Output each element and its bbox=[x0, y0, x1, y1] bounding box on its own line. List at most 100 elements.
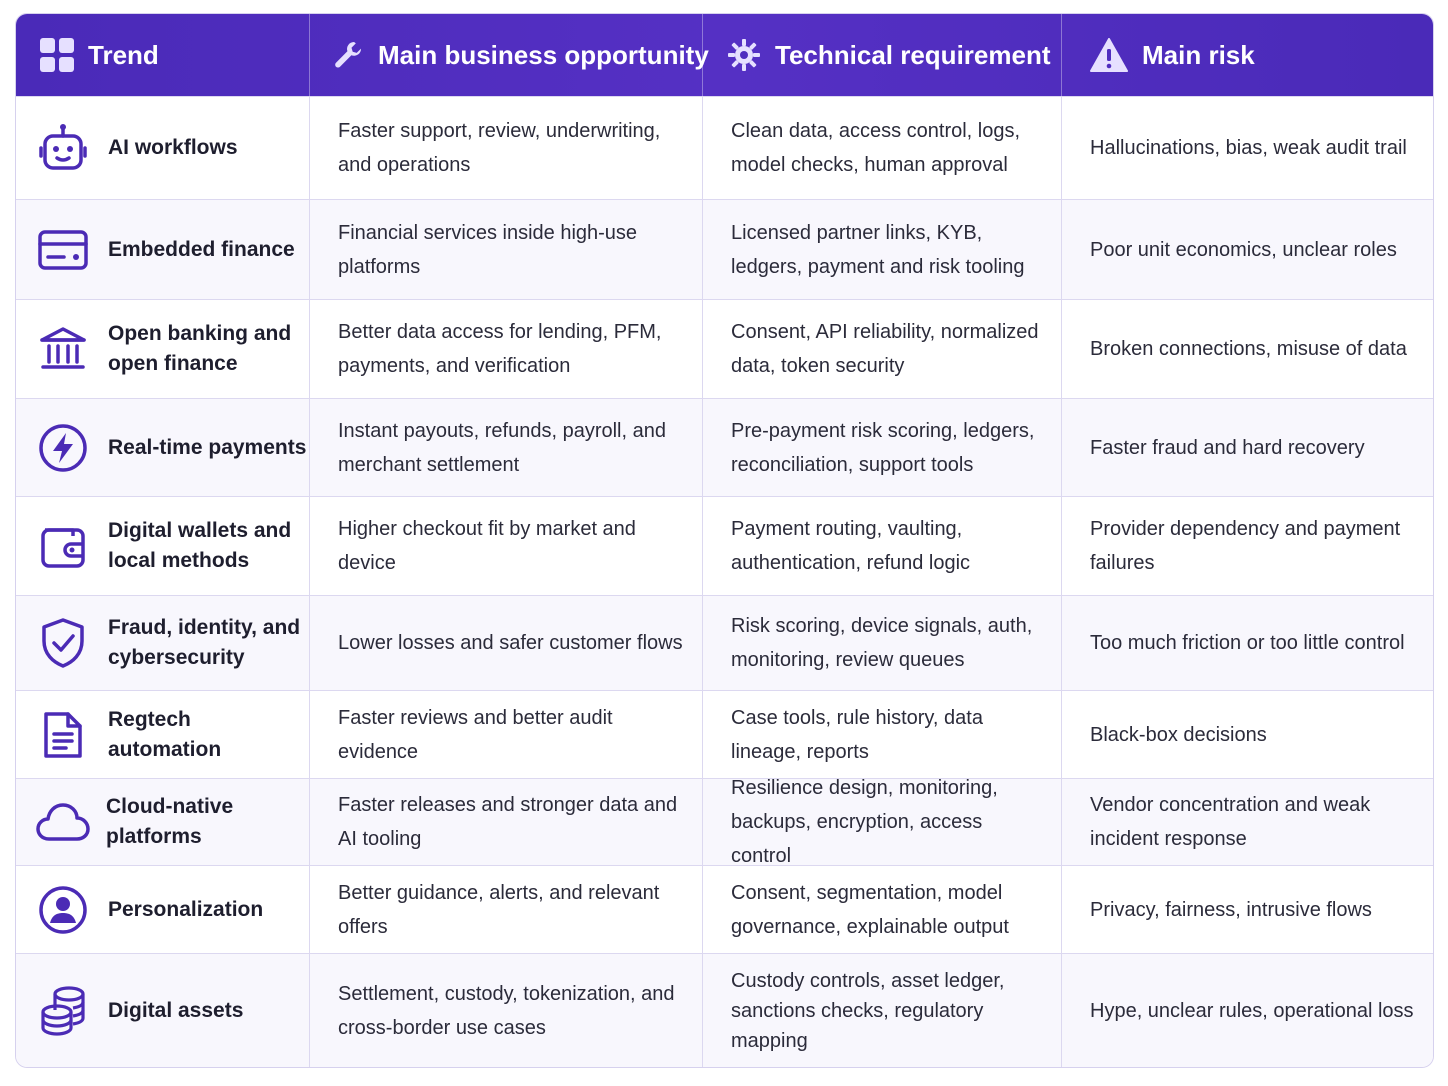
requirement-cell: Risk scoring, device signals, auth, moni… bbox=[702, 596, 1061, 690]
trend-cell: Regtech automation bbox=[16, 691, 309, 778]
opportunity-text: Faster releases and stronger data and AI… bbox=[338, 794, 678, 850]
requirement-text: Consent, API reliability, normalized dat… bbox=[731, 321, 1039, 377]
risk-text: Provider dependency and payment failures bbox=[1090, 518, 1401, 574]
requirement-cell: Consent, API reliability, normalized dat… bbox=[702, 300, 1061, 398]
trend-name: Fraud, identity, and cybersecurity bbox=[108, 616, 301, 669]
opportunity-cell: Better data access for lending, PFM, pay… bbox=[309, 300, 702, 398]
requirement-text: Pre-payment risk scoring, ledgers, recon… bbox=[731, 419, 1035, 476]
table-row: Digital wallets and local methods Higher… bbox=[16, 496, 1433, 595]
trend-name: Personalization bbox=[108, 897, 264, 921]
opportunity-text: Faster support, review, underwriting, an… bbox=[338, 120, 661, 176]
table-row: AI workflows Faster support, review, und… bbox=[16, 96, 1433, 199]
opportunity-text: Settlement, custody, tokenization, and c… bbox=[338, 982, 675, 1039]
coins-icon bbox=[41, 985, 85, 1036]
header-label: Main business opportunity bbox=[378, 39, 709, 70]
opportunity-text: Financial services inside high-use platf… bbox=[338, 221, 638, 278]
opportunity-cell: Higher checkout fit by market and device bbox=[309, 497, 702, 595]
table-row: Personalization Better guidance, alerts,… bbox=[16, 865, 1433, 953]
opportunity-text: Faster reviews and better audit evidence bbox=[338, 706, 613, 763]
risk-text: Privacy, fairness, intrusive flows bbox=[1090, 898, 1372, 921]
requirement-cell: Payment routing, vaulting, authenticatio… bbox=[702, 497, 1061, 595]
risk-text: Broken connections, misuse of data bbox=[1090, 338, 1407, 360]
opportunity-text: Instant payouts, refunds, payroll, and m… bbox=[338, 419, 666, 476]
cloud-icon bbox=[36, 803, 90, 841]
header-trend: Trend bbox=[16, 14, 309, 96]
trend-name: Digital assets bbox=[108, 998, 244, 1022]
opportunity-text: Higher checkout fit by market and device bbox=[338, 518, 636, 574]
opportunity-cell: Faster reviews and better audit evidence bbox=[309, 691, 702, 778]
risk-cell: Broken connections, misuse of data bbox=[1061, 300, 1433, 398]
trend-cell: Digital wallets and local methods bbox=[16, 497, 309, 595]
table-row: Real-time payments Instant payouts, refu… bbox=[16, 398, 1433, 496]
grid-icon bbox=[40, 38, 74, 72]
requirement-text: Clean data, access control, logs, model … bbox=[731, 120, 1021, 176]
wallet-icon bbox=[41, 528, 85, 568]
table-header: Trend Main business opportunity bbox=[16, 14, 1433, 96]
requirement-cell: Custody controls, asset ledger, sanction… bbox=[702, 954, 1061, 1067]
card-icon bbox=[38, 229, 88, 270]
table-row: Regtech automation Faster reviews and be… bbox=[16, 690, 1433, 778]
requirement-text: Licensed partner links, KYB, ledgers, pa… bbox=[731, 221, 1025, 278]
robot-icon bbox=[39, 124, 87, 170]
trend-cell: Fraud, identity, and cybersecurity bbox=[16, 596, 309, 690]
requirement-cell: Pre-payment risk scoring, ledgers, recon… bbox=[702, 399, 1061, 496]
opportunity-cell: Settlement, custody, tokenization, and c… bbox=[309, 954, 702, 1067]
opportunity-cell: Lower losses and safer customer flows bbox=[309, 596, 702, 690]
bank-icon bbox=[40, 327, 86, 369]
trend-cell: AI workflows bbox=[16, 97, 309, 199]
user-circle-icon bbox=[39, 885, 87, 934]
opportunity-text: Better guidance, alerts, and relevant of… bbox=[338, 881, 660, 938]
risk-cell: Privacy, fairness, intrusive flows bbox=[1061, 866, 1433, 953]
trend-name: Real-time payments bbox=[108, 435, 307, 459]
document-icon bbox=[44, 711, 82, 758]
trend-cell: Cloud-native platforms bbox=[16, 779, 309, 865]
requirement-text: Custody controls, asset ledger, sanction… bbox=[731, 969, 1005, 1052]
trend-cell: Digital assets bbox=[16, 954, 309, 1067]
trend-cell: Open banking and open finance bbox=[16, 300, 309, 398]
risk-text: Poor unit economics, unclear roles bbox=[1090, 238, 1397, 261]
requirement-cell: Licensed partner links, KYB, ledgers, pa… bbox=[702, 200, 1061, 299]
warning-icon bbox=[1090, 38, 1128, 72]
risk-text: Vendor concentration and weak incident r… bbox=[1090, 794, 1371, 850]
opportunity-cell: Faster support, review, underwriting, an… bbox=[309, 97, 702, 199]
trend-cell: Personalization bbox=[16, 866, 309, 953]
header-opportunity: Main business opportunity bbox=[309, 14, 709, 96]
header-requirement: Technical requirement bbox=[702, 14, 1061, 96]
trend-cell: Real-time payments bbox=[16, 399, 309, 496]
risk-cell: Too much friction or too little control bbox=[1061, 596, 1433, 690]
header-label: Trend bbox=[88, 39, 159, 70]
opportunity-cell: Instant payouts, refunds, payroll, and m… bbox=[309, 399, 702, 496]
trend-name: Cloud-native platforms bbox=[106, 795, 234, 848]
risk-cell: Faster fraud and hard recovery bbox=[1061, 399, 1433, 496]
requirement-text: Case tools, rule history, data lineage, … bbox=[731, 706, 983, 763]
opportunity-cell: Faster releases and stronger data and AI… bbox=[309, 779, 702, 865]
trend-name: Digital wallets and local methods bbox=[108, 519, 292, 572]
risk-text: Hype, unclear rules, operational loss bbox=[1090, 999, 1414, 1022]
trends-table: Trend Main business opportunity bbox=[15, 13, 1434, 1068]
risk-text: Faster fraud and hard recovery bbox=[1090, 436, 1365, 459]
lightning-icon bbox=[39, 423, 87, 472]
requirement-cell: Resilience design, monitoring, backups, … bbox=[702, 777, 1061, 867]
opportunity-cell: Financial services inside high-use platf… bbox=[309, 200, 702, 299]
requirement-text: Risk scoring, device signals, auth, moni… bbox=[731, 615, 1033, 671]
trend-name: Open banking and open finance bbox=[108, 322, 292, 375]
trend-name: Embedded finance bbox=[108, 237, 295, 261]
risk-cell: Hype, unclear rules, operational loss bbox=[1061, 954, 1433, 1067]
requirement-text: Resilience design, monitoring, backups, … bbox=[731, 777, 998, 867]
shield-check-icon bbox=[42, 618, 84, 668]
risk-text: Hallucinations, bias, weak audit trail bbox=[1090, 137, 1407, 159]
opportunity-cell: Better guidance, alerts, and relevant of… bbox=[309, 866, 702, 953]
header-label: Main risk bbox=[1142, 39, 1255, 70]
requirement-text: Payment routing, vaulting, authenticatio… bbox=[731, 518, 971, 574]
requirement-cell: Case tools, rule history, data lineage, … bbox=[702, 691, 1061, 778]
trend-name: Regtech automation bbox=[108, 707, 222, 761]
table-row: Cloud-native platforms Faster releases a… bbox=[16, 777, 1433, 867]
table-row: Fraud, identity, and cybersecurity Lower… bbox=[16, 595, 1433, 690]
header-label: Technical requirement bbox=[775, 39, 1051, 70]
requirement-text: Consent, segmentation, model governance,… bbox=[731, 881, 1009, 938]
requirement-cell: Clean data, access control, logs, model … bbox=[702, 97, 1061, 199]
trend-cell: Embedded finance bbox=[16, 200, 309, 299]
trend-name: AI workflows bbox=[108, 136, 238, 159]
risk-cell: Black-box decisions bbox=[1061, 691, 1433, 778]
table-row: Embedded finance Financial services insi… bbox=[16, 199, 1433, 299]
